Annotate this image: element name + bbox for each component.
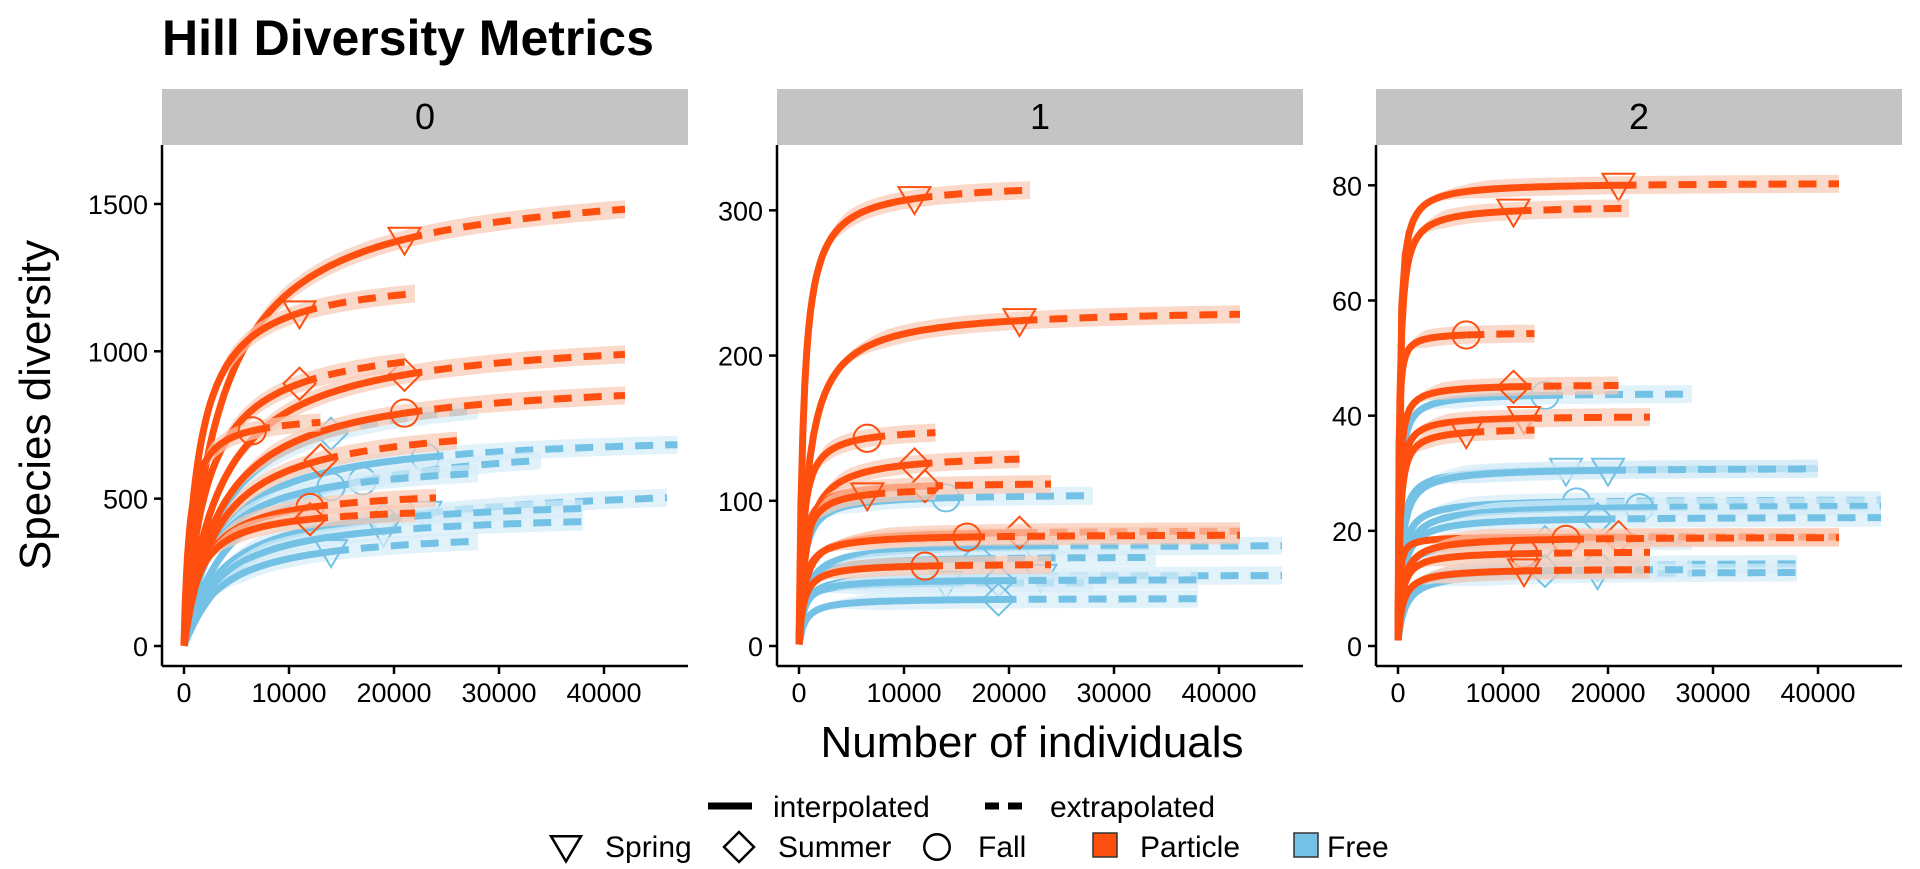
legend-label-particle: Particle — [1140, 831, 1240, 864]
y-tick-label: 0 — [133, 632, 148, 662]
x-tick-label: 0 — [791, 678, 806, 708]
x-tick-label: 0 — [1390, 678, 1405, 708]
y-tick-label: 80 — [1332, 171, 1362, 201]
x-tick-label: 20000 — [356, 678, 431, 708]
x-tick-label: 0 — [176, 678, 191, 708]
y-tick-label: 20 — [1332, 517, 1362, 547]
legend-label-free: Free — [1327, 831, 1389, 864]
x-tick-label: 10000 — [251, 678, 326, 708]
legend-label-extrapolated: extrapolated — [1050, 791, 1215, 824]
y-axis-title: Species diversity — [11, 240, 60, 570]
y-tick-label: 1000 — [88, 337, 148, 367]
y-tick-label: 200 — [718, 342, 763, 372]
x-tick-label: 30000 — [1675, 678, 1750, 708]
panel-strip-label: 2 — [1629, 96, 1649, 137]
panel-series — [184, 200, 678, 646]
x-axis-title: Number of individuals — [820, 718, 1243, 767]
x-tick-label: 30000 — [1076, 678, 1151, 708]
legend-label-fall: Fall — [978, 831, 1026, 864]
x-tick-label: 30000 — [461, 678, 536, 708]
x-tick-label: 10000 — [1465, 678, 1540, 708]
legend-key-free — [1294, 833, 1318, 857]
legend-label-interpolated: interpolated — [773, 791, 930, 824]
panel-1: 1 0 100 200 300 0 10000 20000 30000 40000 — [718, 89, 1303, 708]
panel-series — [1398, 174, 1881, 640]
legend-label-spring: Spring — [605, 831, 692, 864]
y-tick-label: 40 — [1332, 402, 1362, 432]
x-tick-label: 10000 — [866, 678, 941, 708]
y-tick-label: 0 — [748, 632, 763, 662]
y-tick-label: 0 — [1347, 632, 1362, 662]
y-tick-label: 1500 — [88, 190, 148, 220]
x-tick-label: 20000 — [1570, 678, 1645, 708]
x-tick-label: 40000 — [1780, 678, 1855, 708]
y-tick-label: 300 — [718, 196, 763, 226]
legend-key-summer — [724, 832, 754, 862]
legend-key-spring — [551, 836, 581, 861]
x-tick-label: 40000 — [566, 678, 641, 708]
panel-strip-label: 0 — [415, 96, 435, 137]
x-tick-label: 40000 — [1181, 678, 1256, 708]
panel-strip-label: 1 — [1030, 96, 1050, 137]
y-tick-label: 60 — [1332, 286, 1362, 316]
chart-title: Hill Diversity Metrics — [162, 10, 654, 66]
legend-key-fall — [924, 834, 950, 860]
legend-label-summer: Summer — [778, 831, 891, 864]
legend: interpolated extrapolated Spring Summer Fall… — [551, 791, 1389, 864]
y-tick-label: 500 — [103, 485, 148, 515]
y-tick-label: 100 — [718, 487, 763, 517]
legend-key-particle — [1093, 833, 1117, 857]
panel-series — [799, 181, 1282, 644]
x-tick-label: 20000 — [971, 678, 1046, 708]
